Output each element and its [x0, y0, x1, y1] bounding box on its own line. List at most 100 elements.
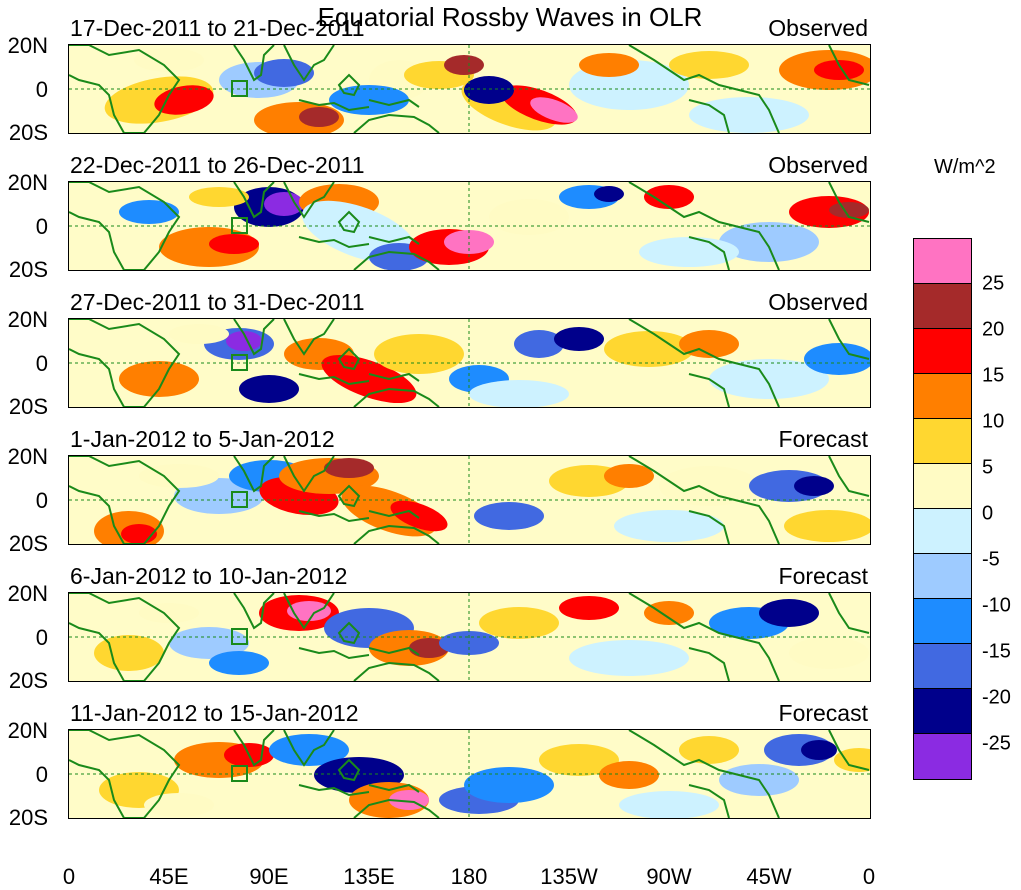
colorbar-swatch	[914, 554, 971, 599]
olr-anomaly-blob	[594, 186, 624, 202]
lon-tick-label: 135W	[540, 864, 598, 889]
olr-anomaly-blob	[464, 767, 554, 803]
olr-anomaly-blob	[299, 107, 339, 127]
coastline	[628, 593, 780, 681]
coastline	[628, 319, 780, 407]
olr-anomaly-blob	[464, 76, 514, 104]
coastline	[368, 372, 420, 382]
coastline	[283, 45, 335, 82]
lat-tick-label: 20S	[8, 120, 48, 145]
lat-tick-label: 0	[35, 625, 48, 650]
olr-anomaly-blob	[644, 601, 694, 625]
coastline	[688, 373, 730, 407]
olr-anomaly-blob	[189, 187, 249, 207]
map-panel: 27-Dec-2011 to 31-Dec-2011 Observed 20N 0 20…	[0, 289, 880, 429]
colorbar-swatch	[914, 509, 971, 554]
olr-anomaly-blob	[209, 651, 269, 675]
coastline	[688, 784, 730, 818]
colorbar-level-label: 15	[982, 364, 1005, 387]
coastline	[233, 45, 275, 82]
lat-tick-label: 0	[35, 762, 48, 787]
map-area	[68, 44, 871, 134]
colorbar-level-label: -20	[982, 686, 1011, 709]
coastline	[368, 509, 420, 519]
lat-tick-label: 20N	[7, 581, 48, 606]
olr-anomaly-blob	[374, 334, 464, 374]
coastline	[298, 510, 370, 523]
colorbar-level-label: -25	[982, 732, 1011, 755]
coastline	[69, 730, 181, 818]
olr-anomaly-blob	[659, 466, 759, 506]
panel-kind-label: Forecast	[778, 426, 868, 452]
colorbar-level-label: 10	[982, 410, 1005, 433]
coastline	[69, 182, 181, 270]
map-area	[68, 729, 871, 819]
lat-tick-label: 0	[35, 214, 48, 239]
lat-tick-label: 0	[35, 77, 48, 102]
olr-anomaly-blob	[469, 380, 569, 407]
coastline	[337, 73, 361, 97]
lat-tick-label: 20S	[8, 394, 48, 419]
olr-anomaly-blob	[794, 476, 834, 496]
coastline	[283, 182, 335, 219]
colorbar-swatch	[914, 644, 971, 689]
panel-date-range: 11-Jan-2012 to 15-Jan-2012	[70, 700, 359, 726]
panel-kind-label: Observed	[768, 152, 868, 178]
panel-kind-label: Observed	[768, 289, 868, 315]
map-area	[68, 318, 871, 408]
coastline	[828, 182, 870, 223]
olr-anomaly-blob	[604, 331, 694, 367]
olr-anomaly-blob	[614, 510, 724, 542]
colorbar-swatch	[914, 464, 971, 509]
colorbar-swatch	[914, 284, 971, 329]
olr-anomaly-blob	[619, 791, 719, 818]
olr-anomaly-blob	[139, 464, 219, 488]
coastline	[628, 45, 780, 133]
olr-anomaly-blob	[539, 744, 619, 776]
colorbar-level-label: 5	[982, 456, 994, 479]
olr-anomaly-blob	[834, 748, 870, 772]
lon-tick-label: 45E	[149, 864, 189, 889]
panel-date-range: 6-Jan-2012 to 10-Jan-2012	[70, 563, 348, 589]
olr-anomaly-blob	[804, 343, 870, 375]
olr-anomaly-blob	[287, 601, 331, 621]
lat-tick-label: 0	[35, 351, 48, 376]
coastline	[353, 661, 440, 681]
olr-anomaly-blob	[94, 635, 164, 671]
lat-tick-label: 20S	[8, 257, 48, 282]
olr-anomaly-blob	[514, 330, 564, 358]
coastline	[233, 730, 275, 767]
coastline	[628, 730, 780, 818]
olr-anomaly-blob	[324, 458, 374, 478]
coastline	[688, 510, 730, 544]
lon-tick-label: 0	[862, 864, 876, 889]
coastline	[298, 647, 370, 660]
region-box	[231, 765, 248, 782]
colorbar-swatch	[914, 239, 971, 284]
lat-tick-label: 20N	[7, 718, 48, 743]
lon-tick-label: 90W	[646, 864, 692, 889]
olr-anomaly-blob	[489, 199, 569, 235]
olr-anomaly-blob	[169, 627, 249, 659]
colorbar-swatch	[914, 419, 971, 464]
coastline	[688, 236, 730, 270]
lon-tick-label: 90E	[249, 864, 289, 889]
map-panel: 1-Jan-2012 to 5-Jan-2012 Forecast 20N 0 20S	[0, 426, 880, 566]
coastline	[828, 593, 870, 634]
coastline	[337, 621, 361, 645]
coastline	[298, 373, 370, 386]
panel-kind-label: Forecast	[778, 563, 868, 589]
map-area	[68, 592, 871, 682]
coastline	[298, 236, 370, 249]
figure-title: Equatorial Rossby Waves in OLR	[317, 2, 703, 32]
lon-tick-label: 0	[62, 864, 76, 889]
olr-anomaly-blob	[144, 793, 214, 817]
olr-anomaly-blob	[444, 55, 484, 75]
coastline	[233, 456, 275, 493]
olr-anomaly-blob	[559, 596, 619, 620]
panel-kind-label: Observed	[768, 15, 868, 41]
coastline	[628, 456, 780, 544]
colorbar-level-label: 20	[982, 318, 1005, 341]
coastline	[828, 730, 870, 771]
